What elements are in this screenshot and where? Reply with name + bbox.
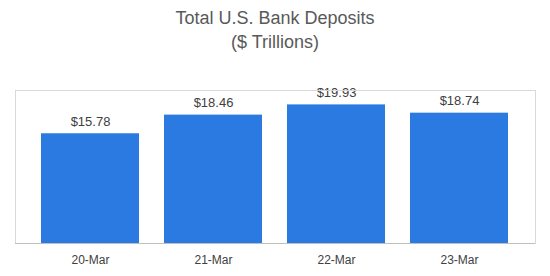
svg-text:$18.74: $18.74 xyxy=(440,93,480,108)
svg-text:$19.93: $19.93 xyxy=(317,85,357,100)
html-text:($ Trillions): ($ Trillions) xyxy=(231,32,319,52)
svg-text:23-Mar: 23-Mar xyxy=(440,253,478,267)
svg-text:21-Mar: 21-Mar xyxy=(194,253,232,267)
html-text:Total U.S. Bank Deposits: Total U.S. Bank Deposits xyxy=(175,8,375,28)
svg-text:$15.78: $15.78 xyxy=(71,114,111,129)
svg-text:20-Mar: 20-Mar xyxy=(71,253,109,267)
svg-text:$18.46: $18.46 xyxy=(194,95,234,110)
svg-text:22-Mar: 22-Mar xyxy=(317,253,355,267)
